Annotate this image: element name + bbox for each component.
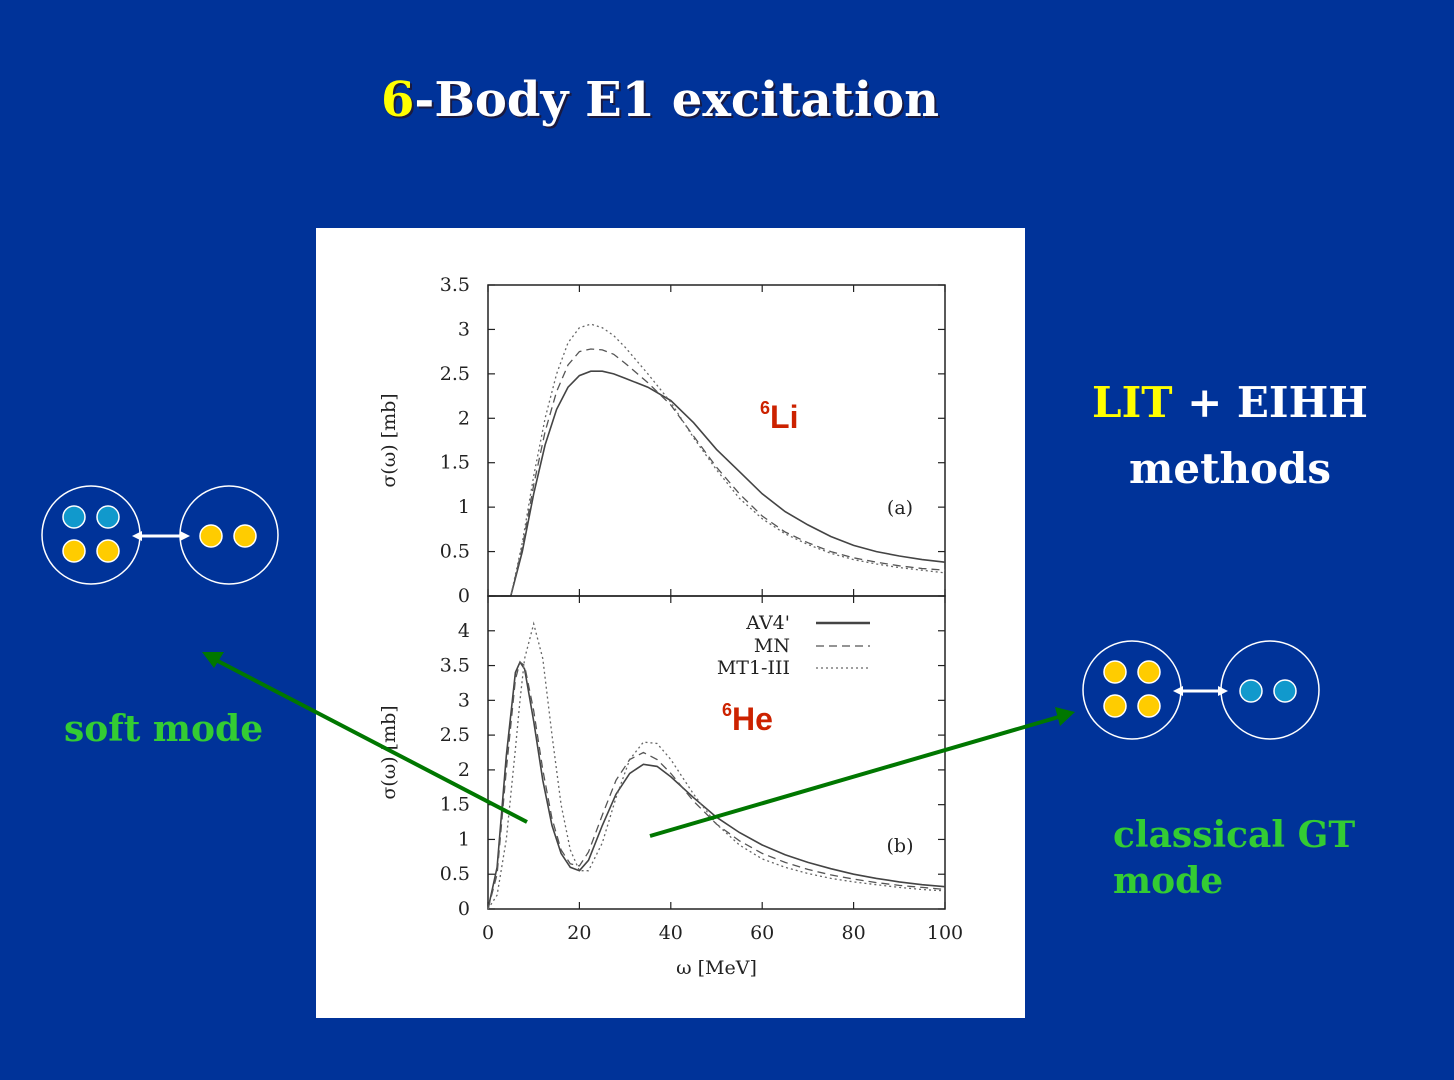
y-tick-label: 2	[458, 407, 470, 429]
y-tick-label: 0	[458, 898, 470, 920]
proton-icon	[62, 539, 86, 563]
neutron-icon	[1239, 679, 1263, 703]
x-tick-label: 60	[750, 922, 774, 944]
y-tick-label: 4	[458, 620, 470, 642]
panel-label: (a)	[887, 497, 913, 519]
gt-mode-cluster-diagram	[1082, 640, 1320, 740]
y-axis-label: σ(ω) [mb]	[378, 393, 400, 487]
y-tick-label: 3	[458, 689, 470, 711]
double-arrow-icon	[1173, 686, 1228, 696]
neutron-icon	[1273, 679, 1297, 703]
proton-icon	[233, 524, 257, 548]
y-axis-label: σ(ω) [mb]	[378, 705, 400, 799]
y-tick-label: 0.5	[440, 863, 470, 885]
series-line-dotted	[487, 621, 946, 910]
slide-title: 6-Body E1 excitation	[0, 72, 1320, 128]
series-line-solid	[487, 660, 946, 910]
y-tick-label: 3.5	[440, 274, 470, 296]
y-tick-label: 1.5	[440, 794, 470, 816]
he6-label: 6He	[722, 700, 773, 738]
x-axis-label: ω [MeV]	[676, 957, 757, 979]
figure-panel: 0 0.5 1 1.5 2 2.5 3 3.5 σ(ω) [mb] (a) 0 0.5 1 1.5 2 2.5…	[316, 228, 1025, 1018]
y-tick-label: 2.5	[440, 363, 470, 385]
core-circle	[1082, 640, 1182, 740]
legend-label: MN	[754, 635, 790, 657]
y-tick-label: 1.5	[440, 452, 470, 474]
soft-mode-label: soft mode	[64, 708, 264, 750]
neutron-icon	[62, 505, 86, 529]
plot-frame	[487, 595, 946, 910]
methods-highlight: LIT	[1092, 378, 1173, 427]
proton-icon	[1103, 660, 1127, 684]
x-tick-label: 100	[927, 922, 963, 944]
halo-circle	[1220, 640, 1320, 740]
he6-mass: 6	[722, 700, 733, 720]
series-line-solid	[488, 370, 946, 597]
y-tick-label: 3	[458, 318, 470, 340]
y-tick-label: 2.5	[440, 724, 470, 746]
gt-mode-label: classical GT mode	[1113, 814, 1356, 902]
li6-mass: 6	[760, 398, 771, 418]
title-highlight: 6	[381, 72, 415, 128]
double-arrow-icon	[132, 531, 190, 541]
x-tick-label: 40	[659, 922, 683, 944]
y-tick-label: 1	[458, 496, 470, 518]
y-tick-label: 3.5	[440, 655, 470, 677]
panel-label: (b)	[887, 835, 914, 857]
li6-label: 6Li	[760, 398, 798, 436]
neutron-icon	[96, 505, 120, 529]
li6-symbol: Li	[770, 399, 799, 435]
proton-icon	[1137, 694, 1161, 718]
series-line-dotted	[488, 323, 946, 597]
methods-line-2: methods	[1128, 444, 1332, 493]
series-line-dashed	[488, 348, 946, 597]
y-tick-label: 0.5	[440, 541, 470, 563]
methods-rest: + EIHH	[1172, 378, 1368, 427]
x-tick-label: 80	[842, 922, 866, 944]
legend-label: MT1-III	[717, 657, 790, 679]
plot-frame	[487, 284, 946, 597]
core-circle	[41, 485, 141, 585]
y-tick-label: 0	[458, 585, 470, 607]
y-tick-label: 1	[458, 828, 470, 850]
series-line-dashed	[487, 660, 946, 910]
soft-mode-cluster-diagram	[41, 485, 279, 585]
cross-section-chart: 0 0.5 1 1.5 2 2.5 3 3.5 σ(ω) [mb] (a) 0 0.5 1 1.5 2 2.5…	[378, 274, 963, 979]
y-tick-label: 2	[458, 759, 470, 781]
x-tick-label: 0	[482, 922, 494, 944]
proton-icon	[96, 539, 120, 563]
proton-icon	[199, 524, 223, 548]
methods-label: LIT + EIHH methods	[1040, 370, 1420, 502]
proton-icon	[1103, 694, 1127, 718]
title-text: -Body E1 excitation	[414, 72, 939, 128]
legend-label: AV4'	[745, 612, 790, 634]
he6-symbol: He	[732, 701, 773, 737]
x-tick-label: 20	[567, 922, 591, 944]
proton-icon	[1137, 660, 1161, 684]
methods-line-1: LIT + EIHH	[1040, 370, 1420, 436]
halo-circle	[179, 485, 279, 585]
